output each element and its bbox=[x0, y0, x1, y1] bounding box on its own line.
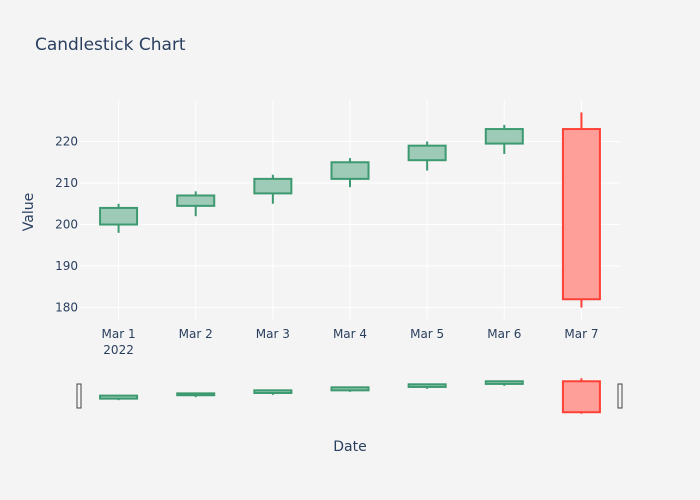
candle-body bbox=[99, 206, 139, 226]
grid-lines bbox=[80, 100, 620, 320]
x-tick-label: Mar 5 bbox=[410, 327, 444, 341]
candle-body bbox=[330, 161, 370, 180]
range-slider-right-handle[interactable] bbox=[617, 383, 623, 409]
range-slider-left-handle[interactable] bbox=[76, 383, 82, 409]
range-slider-candle bbox=[561, 378, 601, 414]
candle bbox=[330, 158, 370, 188]
x-axis-title: Date bbox=[333, 439, 366, 455]
y-axis-ticks: 180 190 200 210 220 bbox=[55, 135, 78, 315]
candle-body bbox=[253, 389, 293, 394]
candle-body bbox=[176, 392, 216, 397]
candle-body bbox=[407, 144, 447, 162]
x-axis-ticks: Mar 1 Mar 2 Mar 3 Mar 4 Mar 5 Mar 6 Mar 7 2022 bbox=[102, 327, 599, 357]
range-slider-candle bbox=[99, 394, 139, 401]
candle-body bbox=[561, 380, 601, 414]
range-slider-candle bbox=[407, 383, 447, 389]
range-slider-candle bbox=[330, 386, 370, 392]
candle-body bbox=[407, 383, 447, 388]
y-tick-label: 180 bbox=[55, 301, 78, 315]
chart-title: Candlestick Chart bbox=[35, 35, 186, 55]
range-slider-candle bbox=[484, 380, 524, 386]
candle bbox=[99, 203, 139, 233]
candle-body bbox=[330, 386, 370, 392]
x-tick-label: Mar 3 bbox=[256, 327, 290, 341]
candles bbox=[99, 112, 601, 308]
range-slider-candle bbox=[176, 392, 216, 398]
y-tick-label: 200 bbox=[55, 218, 78, 232]
candle-body bbox=[253, 177, 293, 195]
y-tick-label: 220 bbox=[55, 135, 78, 149]
range-slider[interactable] bbox=[76, 378, 623, 414]
x-tick-label: Mar 1 bbox=[102, 327, 136, 341]
candle bbox=[407, 141, 447, 171]
x-tick-label: Mar 7 bbox=[564, 327, 598, 341]
candle-body bbox=[176, 194, 216, 207]
candle-body bbox=[484, 380, 524, 385]
x-tick-year-label: 2022 bbox=[103, 343, 134, 357]
x-tick-label: Mar 2 bbox=[179, 327, 213, 341]
candle bbox=[253, 174, 293, 204]
x-tick-label: Mar 6 bbox=[487, 327, 521, 341]
x-tick-label: Mar 4 bbox=[333, 327, 367, 341]
candle bbox=[176, 191, 216, 217]
range-slider-candles bbox=[99, 378, 601, 414]
y-tick-label: 190 bbox=[55, 259, 78, 273]
candle-body bbox=[561, 128, 601, 301]
range-slider-candle bbox=[253, 389, 293, 395]
candle-body bbox=[484, 128, 524, 145]
y-tick-label: 210 bbox=[55, 176, 78, 190]
candle bbox=[484, 124, 524, 154]
candle-body bbox=[99, 394, 139, 400]
candle bbox=[561, 112, 601, 308]
y-axis-title: Value bbox=[21, 193, 37, 231]
